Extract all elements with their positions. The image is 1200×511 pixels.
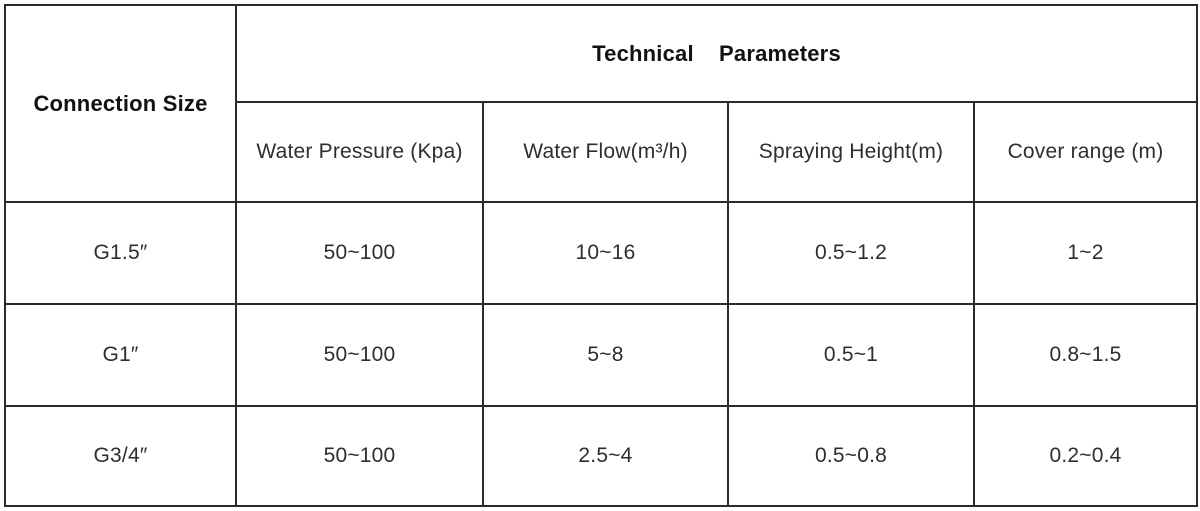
column-header-water-pressure: Water Pressure (Kpa): [235, 101, 484, 203]
cell-cover-range: 0.2~0.4: [972, 405, 1199, 507]
cell-spraying-height: 0.5~1.2: [727, 201, 975, 305]
cell-water-pressure: 50~100: [235, 303, 484, 407]
cell-water-flow: 5~8: [482, 303, 729, 407]
row-label-connection-size: G3/4″: [4, 405, 237, 507]
cell-water-pressure: 50~100: [235, 405, 484, 507]
header-row-columns: Water Pressure (Kpa) Water Flow(m³/h) Sp…: [5, 101, 1199, 203]
row-label-connection-size: G1″: [4, 303, 237, 407]
table-row: G1″ 50~100 5~8 0.5~1 0.8~1.5: [4, 303, 1199, 407]
cell-cover-range: 1~2: [972, 201, 1199, 305]
cell-water-flow: 2.5~4: [482, 405, 729, 507]
column-header-water-flow: Water Flow(m³/h): [482, 101, 729, 203]
column-header-spraying-height: Spraying Height(m): [727, 101, 975, 203]
header-row-group: Connection Size Technical Parameters: [4, 4, 1199, 203]
row-label-connection-size: G1.5″: [4, 201, 237, 305]
cell-water-pressure: 50~100: [235, 201, 484, 305]
connection-size-header: Connection Size: [4, 4, 237, 203]
technical-parameters-table: Connection Size Technical Parameters Wat…: [4, 4, 1199, 507]
cell-cover-range: 0.8~1.5: [972, 303, 1199, 407]
cell-spraying-height: 0.5~0.8: [727, 405, 975, 507]
cell-spraying-height: 0.5~1: [727, 303, 975, 407]
technical-parameters-header: Technical Parameters: [234, 4, 1199, 103]
column-header-cover-range: Cover range (m): [972, 101, 1199, 203]
table-row: G3/4″ 50~100 2.5~4 0.5~0.8 0.2~0.4: [4, 405, 1199, 507]
cell-water-flow: 10~16: [482, 201, 729, 305]
table-row: G1.5″ 50~100 10~16 0.5~1.2 1~2: [4, 201, 1199, 305]
